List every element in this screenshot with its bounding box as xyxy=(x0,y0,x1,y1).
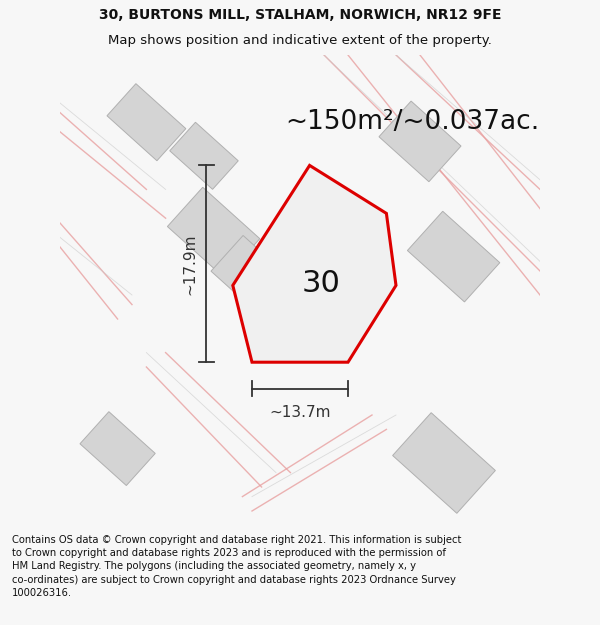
Polygon shape xyxy=(107,84,186,161)
Text: ~150m²/~0.037ac.: ~150m²/~0.037ac. xyxy=(286,109,540,135)
Polygon shape xyxy=(80,412,155,486)
Polygon shape xyxy=(392,412,496,513)
Text: Contains OS data © Crown copyright and database right 2021. This information is : Contains OS data © Crown copyright and d… xyxy=(12,535,461,598)
Text: 30: 30 xyxy=(301,269,340,298)
Polygon shape xyxy=(379,101,461,182)
Text: ~17.9m: ~17.9m xyxy=(182,233,197,294)
Polygon shape xyxy=(407,211,500,302)
Polygon shape xyxy=(233,166,396,362)
Text: 30, BURTONS MILL, STALHAM, NORWICH, NR12 9FE: 30, BURTONS MILL, STALHAM, NORWICH, NR12… xyxy=(99,8,501,22)
Text: Map shows position and indicative extent of the property.: Map shows position and indicative extent… xyxy=(108,34,492,47)
Polygon shape xyxy=(170,122,238,189)
Polygon shape xyxy=(211,236,293,316)
Polygon shape xyxy=(167,188,260,278)
Text: ~13.7m: ~13.7m xyxy=(269,406,331,421)
